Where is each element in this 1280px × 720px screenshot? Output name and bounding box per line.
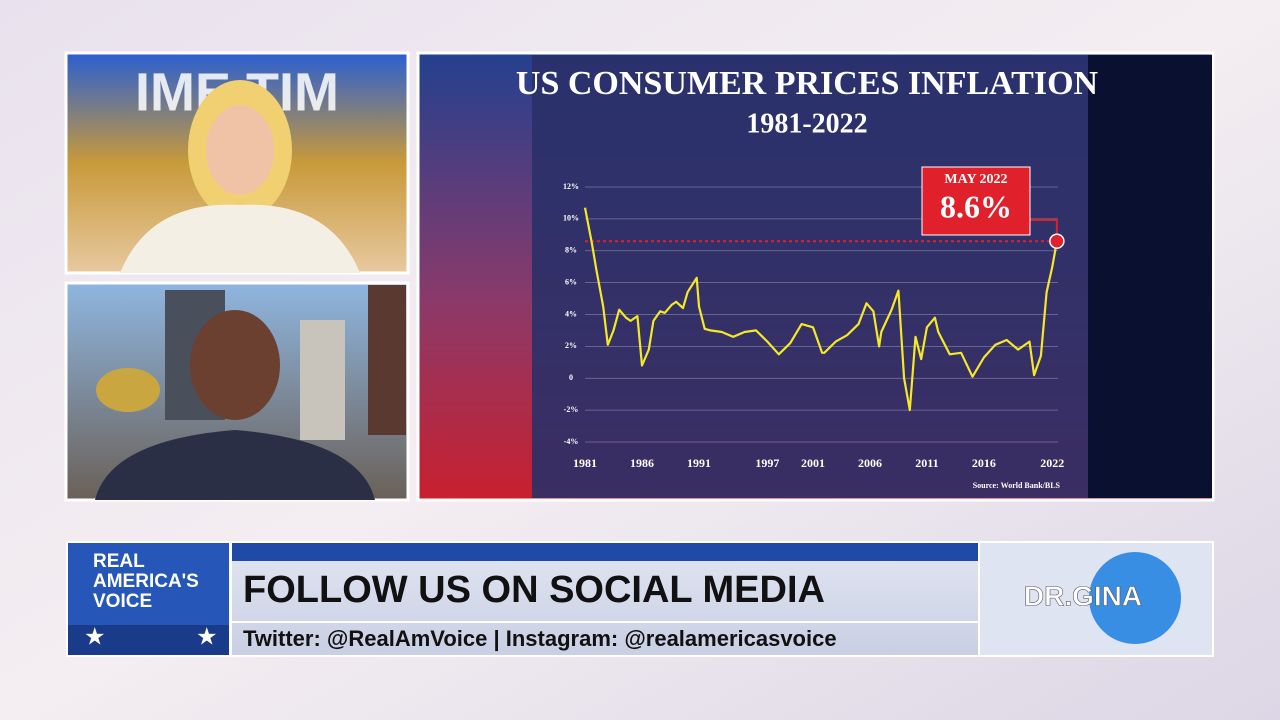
show-logo: DR.GINA xyxy=(1024,580,1142,611)
chart-area xyxy=(532,55,1088,498)
subline: Twitter: @RealAmVoice | Instagram: @real… xyxy=(243,626,837,651)
dome xyxy=(96,368,160,412)
y-tick-label: 4% xyxy=(565,309,577,318)
logo-band xyxy=(68,625,229,655)
guest-face xyxy=(190,310,280,420)
inflation-line xyxy=(583,207,1058,412)
y-tick-label: 12% xyxy=(563,182,579,191)
x-tick-label: 2006 xyxy=(858,456,882,470)
x-tick-label: 2011 xyxy=(915,456,938,470)
chart-source: Source: World Bank/BLS xyxy=(973,481,1061,490)
chart-subtitle: 1981-2022 xyxy=(746,108,867,139)
star: ★ xyxy=(196,623,218,650)
headline-panel xyxy=(232,543,978,655)
chart-title: US CONSUMER PRICES INFLATION xyxy=(516,65,1099,102)
building xyxy=(368,285,406,435)
y-tick-label: -4% xyxy=(564,437,579,446)
x-tick-label: 1981 xyxy=(573,456,597,470)
x-tick-label: 2001 xyxy=(801,456,825,470)
callout-label: MAY 2022 xyxy=(944,172,1007,187)
host-body xyxy=(120,204,360,273)
logo-text: REAL xyxy=(93,551,145,572)
logo-text: AMERICA'S xyxy=(93,571,199,592)
y-tick-label: 8% xyxy=(565,246,577,255)
headline-bar xyxy=(232,543,978,561)
chart-side xyxy=(1088,55,1212,498)
headline: FOLLOW US ON SOCIAL MEDIA xyxy=(243,569,825,611)
x-tick-label: 2016 xyxy=(972,456,996,470)
y-tick-label: 0 xyxy=(569,373,573,382)
star: ★ xyxy=(84,623,106,650)
callout-point xyxy=(1049,233,1065,249)
x-tick-label: 1997 xyxy=(755,456,779,470)
callout-value: 8.6% xyxy=(940,188,1012,224)
y-tick-label: 10% xyxy=(563,214,579,223)
x-tick-label: 1991 xyxy=(687,456,711,470)
y-tick-label: -2% xyxy=(564,405,579,414)
logo-text: VOICE xyxy=(93,591,152,612)
host-face xyxy=(206,105,274,195)
x-tick-label: 1986 xyxy=(630,456,654,470)
plot: 12% 10% 8% 6% 4% 2% 0 -2% -4% 1981 1986 1991 1997 200… xyxy=(563,166,1065,470)
y-tick-label: 2% xyxy=(565,341,577,350)
guest-body xyxy=(95,430,375,500)
x-tick-label: 2022 xyxy=(1040,456,1064,470)
y-tick-label: 6% xyxy=(565,277,577,286)
callout-box xyxy=(921,166,1031,236)
building xyxy=(300,320,345,440)
show-logo-ring xyxy=(1089,552,1181,644)
